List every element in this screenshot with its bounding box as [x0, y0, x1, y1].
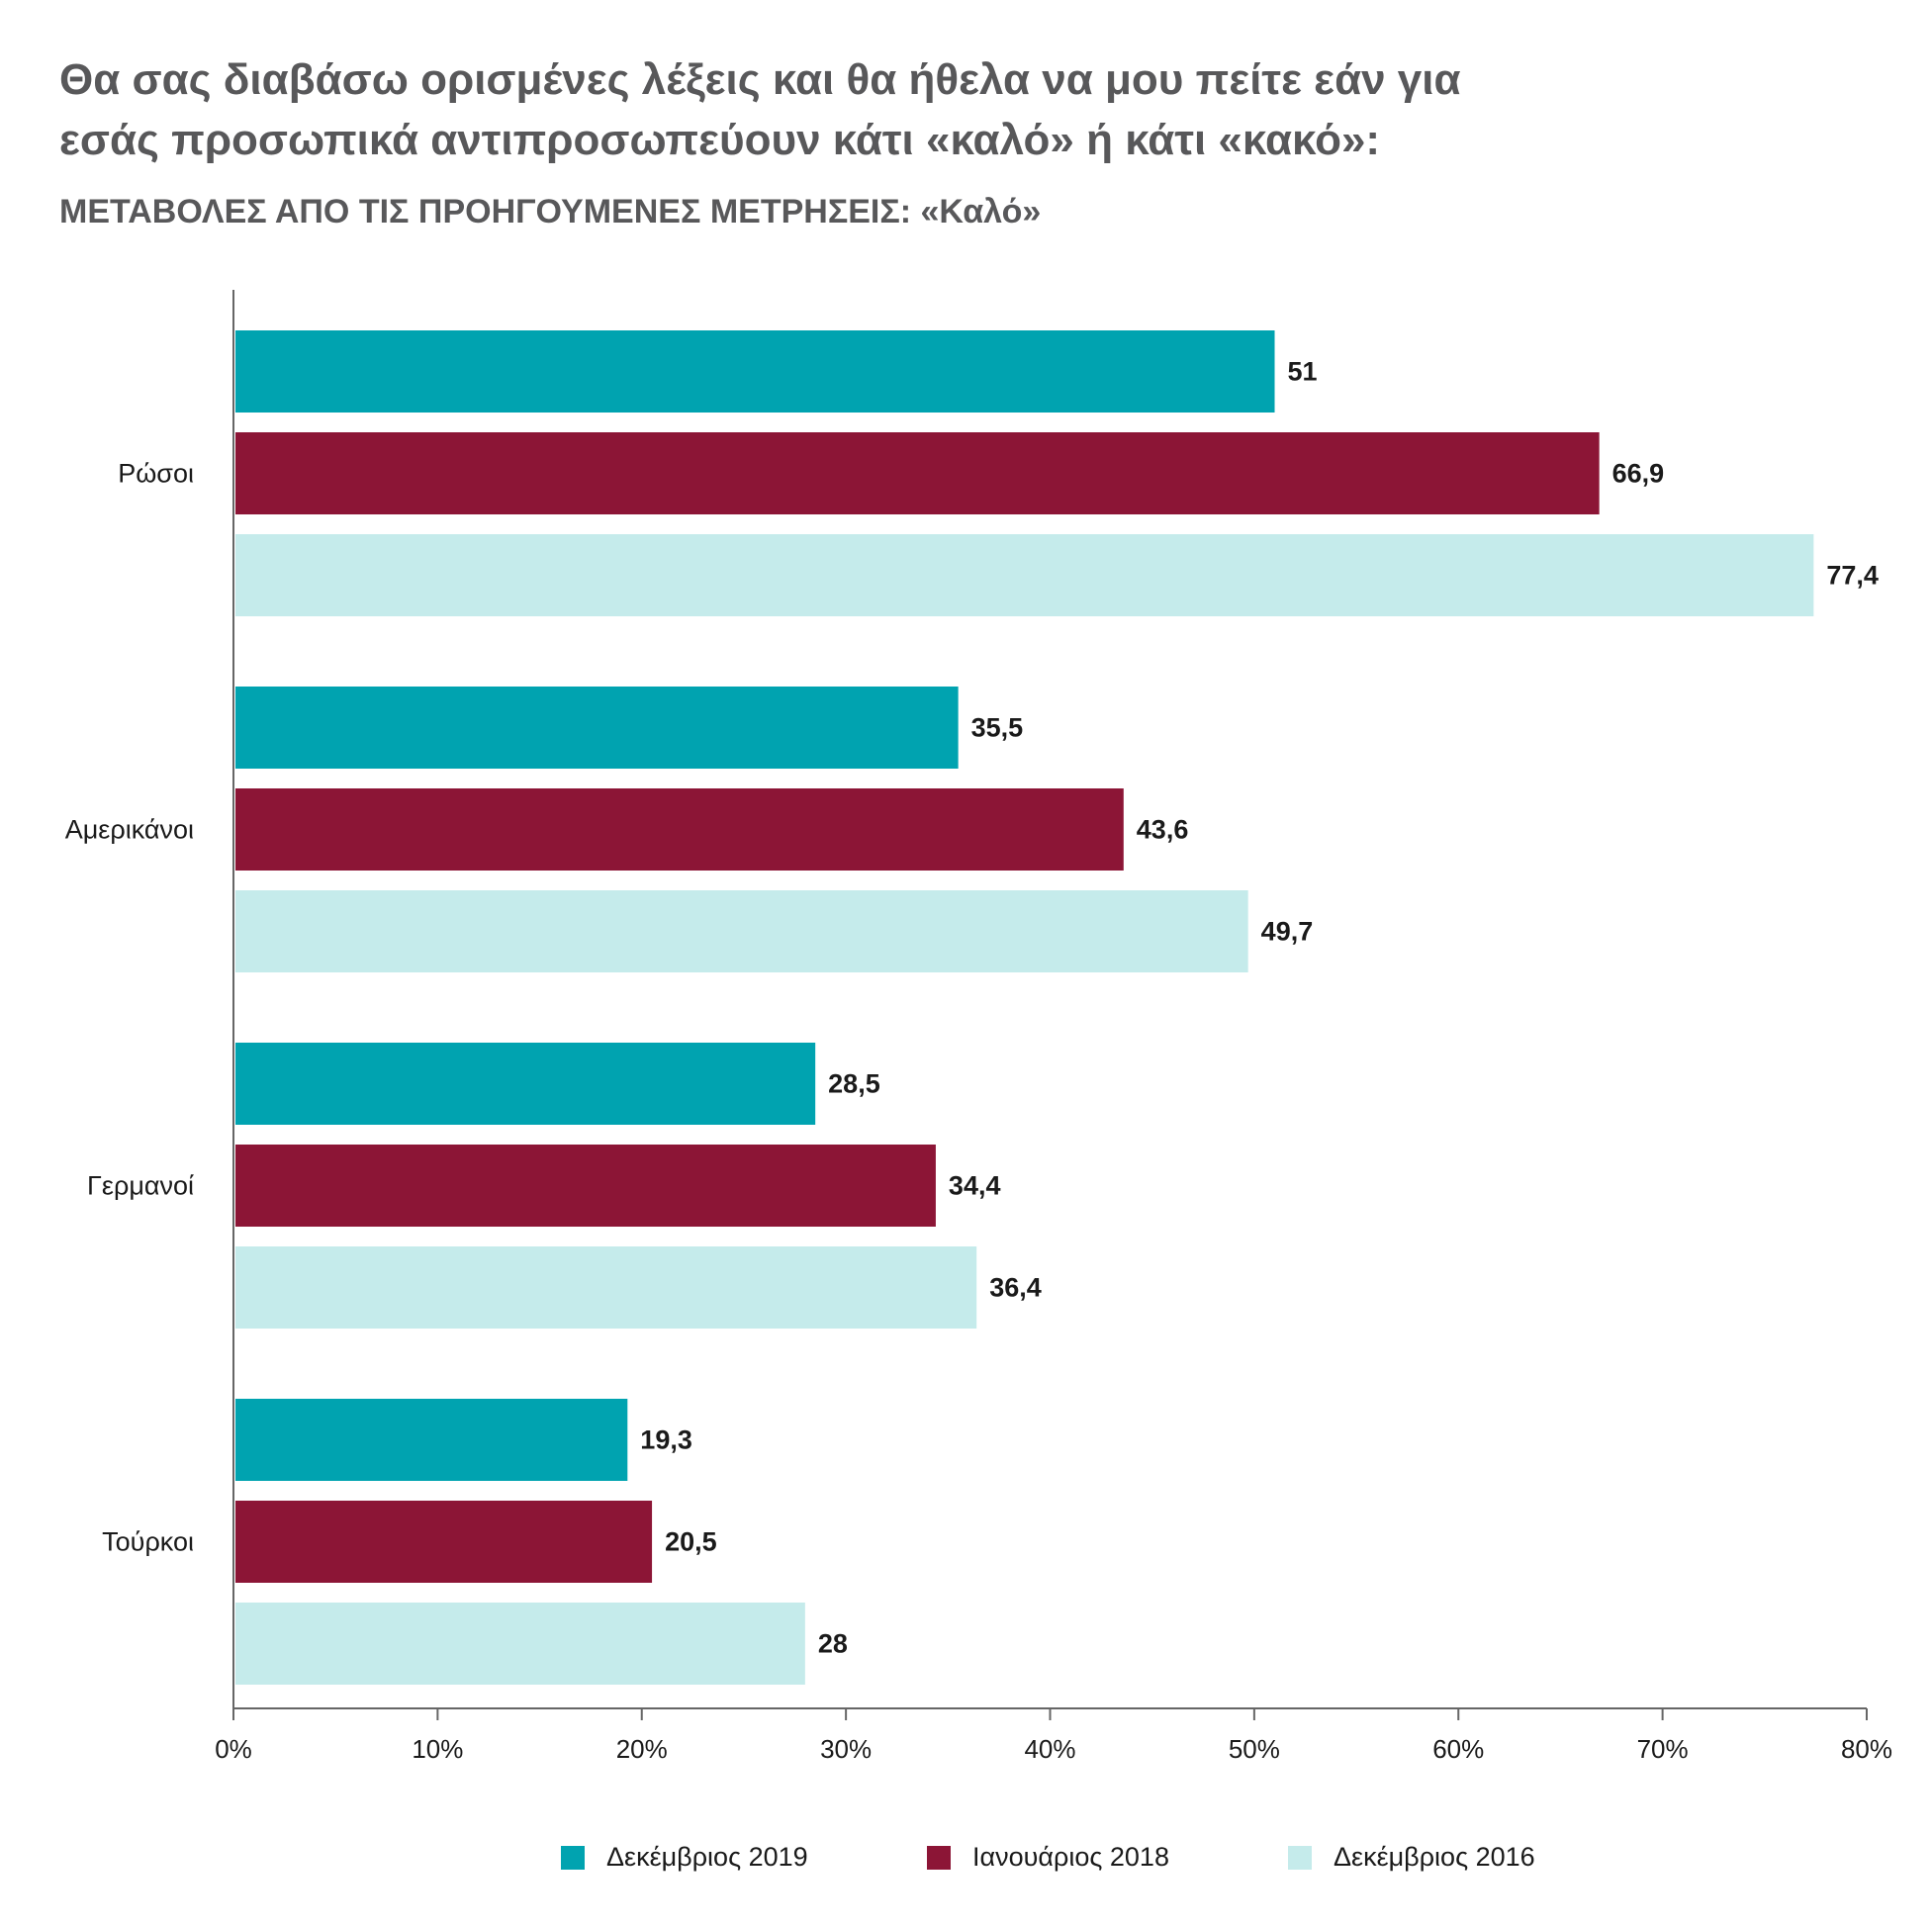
bar-3-2	[235, 1145, 936, 1227]
x-tick-label-2: 20%	[616, 1734, 668, 1764]
data-label-2-3: 49,7	[1261, 917, 1314, 947]
bar-4-2	[235, 1501, 653, 1583]
data-label-4-3: 28	[818, 1629, 848, 1659]
bar-3-1	[235, 1043, 816, 1125]
bar-1-1	[235, 330, 1275, 413]
bar-1-3	[235, 534, 1814, 616]
x-tick-label-1: 10%	[412, 1734, 463, 1764]
data-label-2-1: 35,5	[971, 713, 1024, 743]
data-label-1-3: 77,4	[1826, 561, 1879, 591]
x-tick-label-6: 60%	[1432, 1734, 1484, 1764]
legend-label-dec-2019: Δεκέμβριος 2019	[606, 1842, 808, 1872]
data-label-3-3: 36,4	[989, 1273, 1042, 1303]
data-label-3-2: 34,4	[949, 1171, 1001, 1201]
data-label-4-2: 20,5	[665, 1527, 717, 1557]
legend-label-jan-2018: Ιανουάριος 2018	[972, 1842, 1169, 1872]
legend-swatch-jan-2018	[927, 1845, 951, 1870]
legend-swatch-dec-2016	[1288, 1845, 1312, 1870]
category-label-1: Ρώσοι	[118, 459, 194, 489]
legend-swatch-dec-2019	[561, 1845, 585, 1870]
x-tick-label-8: 80%	[1841, 1734, 1892, 1764]
category-label-4: Τούρκοι	[102, 1527, 194, 1557]
data-label-1-2: 66,9	[1612, 459, 1665, 489]
title-line-1: Θα σας διαβάσω ορισμένες λέξεις και θα ή…	[59, 55, 1461, 104]
bar-3-3	[235, 1246, 977, 1329]
category-label-2: Αμερικάνοι	[65, 815, 194, 845]
x-tick-label-7: 70%	[1637, 1734, 1689, 1764]
legend: Δεκέμβριος 2019 Ιανουάριος 2018 Δεκέμβρι…	[0, 1842, 1932, 1882]
legend-item-dec-2016: Δεκέμβριος 2016	[1288, 1842, 1535, 1873]
bar-chart: 51 66,9 77,4 Ρώσοι 35,5 43,6 49,7 Αμερικάνοι 28,…	[65, 290, 1892, 1764]
bar-2-2	[235, 788, 1124, 871]
legend-item-jan-2018: Ιανουάριος 2018	[927, 1842, 1169, 1873]
chart-title: Θα σας διαβάσω ορισμένες λέξεις και θα ή…	[59, 49, 1840, 170]
category-label-3: Γερμανοί	[87, 1171, 194, 1201]
data-label-2-2: 43,6	[1137, 815, 1189, 845]
bar-2-3	[235, 890, 1248, 972]
bar-2-1	[235, 687, 959, 769]
data-label-4-1: 19,3	[640, 1425, 692, 1455]
bar-1-2	[235, 432, 1600, 514]
bar-4-3	[235, 1603, 805, 1685]
legend-item-dec-2019: Δεκέμβριος 2019	[561, 1842, 808, 1873]
title-line-2: εσάς προσωπικά αντιπροσωπεύουν κάτι «καλ…	[59, 116, 1381, 164]
chart-subtitle: ΜΕΤΑΒΟΛΕΣ ΑΠΟ ΤΙΣ ΠΡΟΗΓΟΥΜΕΝΕΣ ΜΕΤΡΗΣΕΙΣ…	[59, 193, 1042, 230]
x-tick-label-0: 0%	[215, 1734, 252, 1764]
data-label-1-1: 51	[1288, 357, 1318, 387]
x-tick-label-3: 30%	[820, 1734, 872, 1764]
legend-label-dec-2016: Δεκέμβριος 2016	[1334, 1842, 1535, 1872]
x-tick-label-5: 50%	[1229, 1734, 1280, 1764]
data-label-3-1: 28,5	[828, 1069, 880, 1099]
bar-4-1	[235, 1399, 628, 1481]
x-tick-label-4: 40%	[1024, 1734, 1075, 1764]
